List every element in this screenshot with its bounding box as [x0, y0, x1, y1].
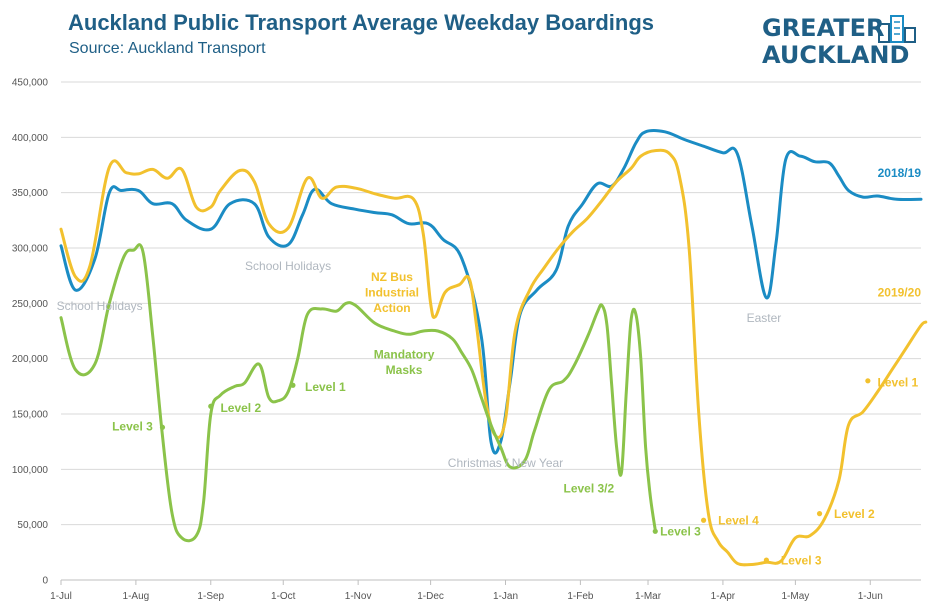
y-tick-label: 50,000: [17, 520, 48, 531]
annotation-marker: [652, 528, 658, 534]
y-tick-label: 0: [42, 576, 48, 587]
y-tick-label: 250,000: [12, 299, 49, 310]
annotation-label: School Holidays: [245, 259, 331, 273]
annotation-label: Mandatory: [374, 348, 435, 362]
annotation-marker: [816, 510, 823, 517]
x-tick-label: 1-Jan: [493, 591, 518, 602]
series-2019-20-line: [59, 148, 928, 567]
annotation-marker: [290, 382, 296, 388]
y-tick-label: 150,000: [12, 410, 49, 421]
chart-subtitle: Source: Auckland Transport: [69, 40, 266, 57]
annotation-marker: [208, 403, 214, 409]
y-tick-label: 450,000: [12, 78, 49, 89]
y-tick-label: 400,000: [12, 133, 49, 144]
annotation-label: Level 3/2: [563, 482, 614, 496]
annotations: 2018/19 2019/20 School Holidays School Holi…: [57, 166, 922, 567]
annotation-label: Christmas / New Year: [448, 456, 563, 470]
x-tick-label: 1-Feb: [567, 591, 594, 602]
chart-title: Auckland Public Transport Average Weekda…: [68, 10, 655, 35]
annotation-marker: [700, 517, 707, 523]
greater-auckland-logo: GREATER AUCKLAND: [762, 10, 922, 72]
y-tick-label: 300,000: [12, 244, 49, 255]
x-tick-label: 1-Jun: [858, 591, 883, 602]
x-tick-label: 1-May: [781, 591, 809, 602]
y-tick-label: 350,000: [12, 188, 49, 199]
annotation-label: Level 3: [781, 554, 822, 568]
annotation-label: Masks: [386, 363, 423, 377]
annotation-label: Level 3: [660, 525, 701, 539]
annotation-label: School Holidays: [57, 299, 143, 313]
y-tick-label: 200,000: [12, 354, 49, 365]
x-tick-label: 1-Apr: [711, 591, 736, 602]
annotation-label: Level 3: [112, 420, 153, 434]
x-tick-label: 1-Nov: [345, 591, 372, 602]
series-lines: [59, 129, 928, 567]
axes: 0 50,000 100,000 150,000 200,000 250,000 300,0…: [12, 78, 921, 602]
series-2018-19-line: [59, 129, 923, 455]
logo-line-1: GREATER: [762, 14, 885, 42]
annotation-marker: [865, 378, 871, 384]
annotation-label: Level 2: [834, 507, 875, 521]
x-tick-label: 1-Dec: [417, 591, 444, 602]
building-icon: [878, 15, 916, 43]
annotation-label: Level 1: [878, 375, 919, 389]
annotation-label: NZ Bus: [371, 270, 413, 284]
y-tick-label: 100,000: [12, 465, 49, 476]
annotation-label: Action: [373, 301, 410, 315]
annotation-label: 2018/19: [878, 166, 922, 180]
annotation-label: Level 4: [718, 514, 759, 528]
annotation-label: Industrial: [365, 286, 419, 300]
logo-line-2: AUCKLAND: [762, 41, 910, 69]
annotation-marker: [763, 557, 769, 563]
gridlines: [61, 81, 921, 526]
x-tick-label: 1-Oct: [271, 591, 296, 602]
x-tick-label: 1-Mar: [635, 591, 662, 602]
x-tick-label: 1-Aug: [123, 591, 150, 602]
annotation-label: Level 1: [305, 380, 346, 394]
x-tick-label: 1-Jul: [50, 591, 72, 602]
series-mandatory-levels-line: [59, 243, 657, 543]
annotation-label: 2019/20: [878, 286, 922, 300]
annotation-marker: [159, 424, 166, 430]
x-tick-label: 1-Sep: [197, 591, 224, 602]
annotation-label: Easter: [747, 311, 782, 325]
annotation-label: Level 2: [220, 401, 261, 415]
